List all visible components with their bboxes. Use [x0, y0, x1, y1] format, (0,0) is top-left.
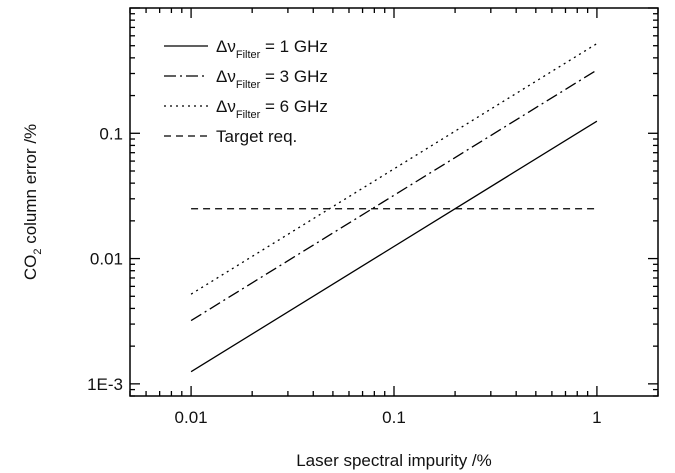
tick-labels: 0.01 0.1 1 1E-3 0.01 0.1 [87, 124, 602, 427]
series-line-3 [190, 43, 598, 295]
axis-ticks [129, 7, 659, 397]
x-tick-label: 0.01 [175, 408, 208, 427]
series-lines [190, 43, 598, 373]
x-axis-title: Laser spectral impurity /% [296, 451, 492, 470]
x-tick-label: 0.1 [382, 408, 406, 427]
legend: ΔνFilter = 1 GHz ΔνFilter = 3 GHz ΔνFilter… [164, 37, 328, 146]
legend-label: ΔνFilter = 6 GHz [216, 97, 328, 121]
y-tick-label: 0.01 [90, 250, 123, 269]
plot-frame [129, 7, 659, 397]
x-tick-label: 1 [592, 408, 601, 427]
legend-label: Target req. [216, 127, 297, 146]
y-tick-label: 0.1 [99, 124, 123, 143]
legend-label: ΔνFilter = 1 GHz [216, 37, 328, 61]
legend-label: ΔνFilter = 3 GHz [216, 67, 328, 91]
y-tick-label: 1E-3 [87, 375, 123, 394]
y-axis-title: CO2 column error /% [21, 124, 44, 280]
series-line-2 [190, 69, 598, 322]
series-line-1 [190, 120, 598, 373]
